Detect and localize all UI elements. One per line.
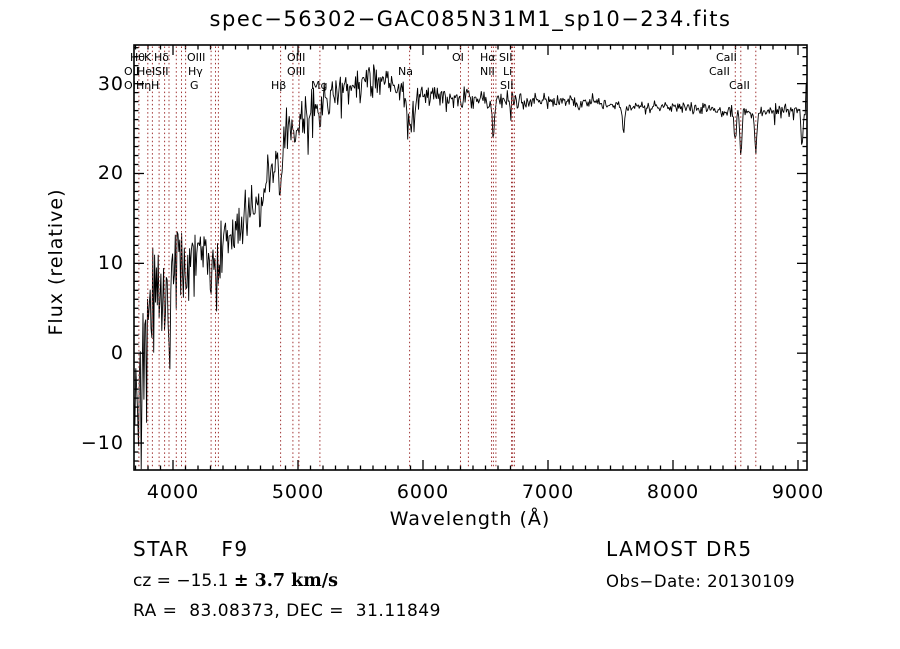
spectral-line-label: Hη bbox=[136, 79, 151, 92]
y-tick-label: −10 bbox=[80, 432, 124, 455]
spectral-line-label: Hγ bbox=[188, 65, 203, 78]
spectral-line-label: CaII bbox=[729, 79, 750, 92]
spectral-line-label: OII bbox=[124, 65, 139, 78]
x-tick-label: 4000 bbox=[146, 481, 200, 503]
x-tick-label: 8000 bbox=[646, 481, 700, 503]
survey-label: LAMOST DR5 bbox=[606, 537, 753, 561]
x-tick-label: 6000 bbox=[396, 481, 450, 503]
obs-date-label: Obs−Date: 20130109 bbox=[606, 572, 796, 591]
spectral-line-label: CaII bbox=[709, 65, 730, 78]
spectral-line-label: G bbox=[190, 79, 199, 92]
spectral-line-label: Hδ bbox=[154, 51, 169, 64]
plot-title: spec−56302−GAC085N31M1_sp10−234.fits bbox=[209, 7, 732, 31]
cz-prefix: cz = −15.1 bbox=[133, 571, 234, 591]
y-tick-label: 0 bbox=[110, 342, 124, 365]
spectral-line-label: OIII bbox=[287, 65, 305, 78]
spectral-line-label: OI bbox=[124, 79, 136, 92]
spectral-line-label: K bbox=[144, 51, 152, 64]
x-tick-label: 9000 bbox=[771, 481, 825, 503]
spectral-line-label: Hα bbox=[480, 51, 496, 64]
radec-label: RA = 83.08373, DEC = 31.11849 bbox=[133, 601, 441, 621]
cz-error: ± 3.7 km/s bbox=[233, 571, 339, 591]
x-tick-label: 7000 bbox=[521, 481, 575, 503]
y-tick-label: 30 bbox=[97, 72, 124, 95]
spectral-line-label: OIII bbox=[287, 51, 305, 64]
spectral-line-label: Li bbox=[503, 65, 512, 78]
spectral-line-label: HeI bbox=[137, 65, 155, 78]
spectral-line-label: Na bbox=[398, 65, 413, 78]
spectral-line-label: H bbox=[151, 79, 159, 92]
radial-velocity-label: cz = −15.1 ± 3.7 km/s bbox=[133, 571, 338, 591]
spectral-line-label: Hθ bbox=[130, 51, 145, 64]
spectral-line-label: SII bbox=[499, 51, 512, 64]
spectrum-trace bbox=[133, 64, 808, 470]
spectral-line-label: CaII bbox=[716, 51, 737, 64]
x-axis-title: Wavelength (Å) bbox=[389, 508, 551, 530]
y-tick-label: 10 bbox=[97, 252, 124, 275]
y-tick-label: 20 bbox=[97, 162, 124, 185]
plot-frame bbox=[133, 44, 808, 471]
spectral-line-label: SII bbox=[155, 65, 168, 78]
spectral-line-label: Hβ bbox=[271, 79, 286, 92]
classification-label: STAR F9 bbox=[133, 537, 249, 561]
spectral-line-markers bbox=[138, 46, 757, 469]
spectral-line-label: SII bbox=[500, 79, 513, 92]
spectral-line-label: OIII bbox=[187, 51, 205, 64]
spectral-line-label: Mg bbox=[311, 79, 327, 92]
spectral-line-label: NII bbox=[480, 65, 495, 78]
spectral-line-label: OI bbox=[452, 51, 464, 64]
x-tick-label: 5000 bbox=[271, 481, 325, 503]
